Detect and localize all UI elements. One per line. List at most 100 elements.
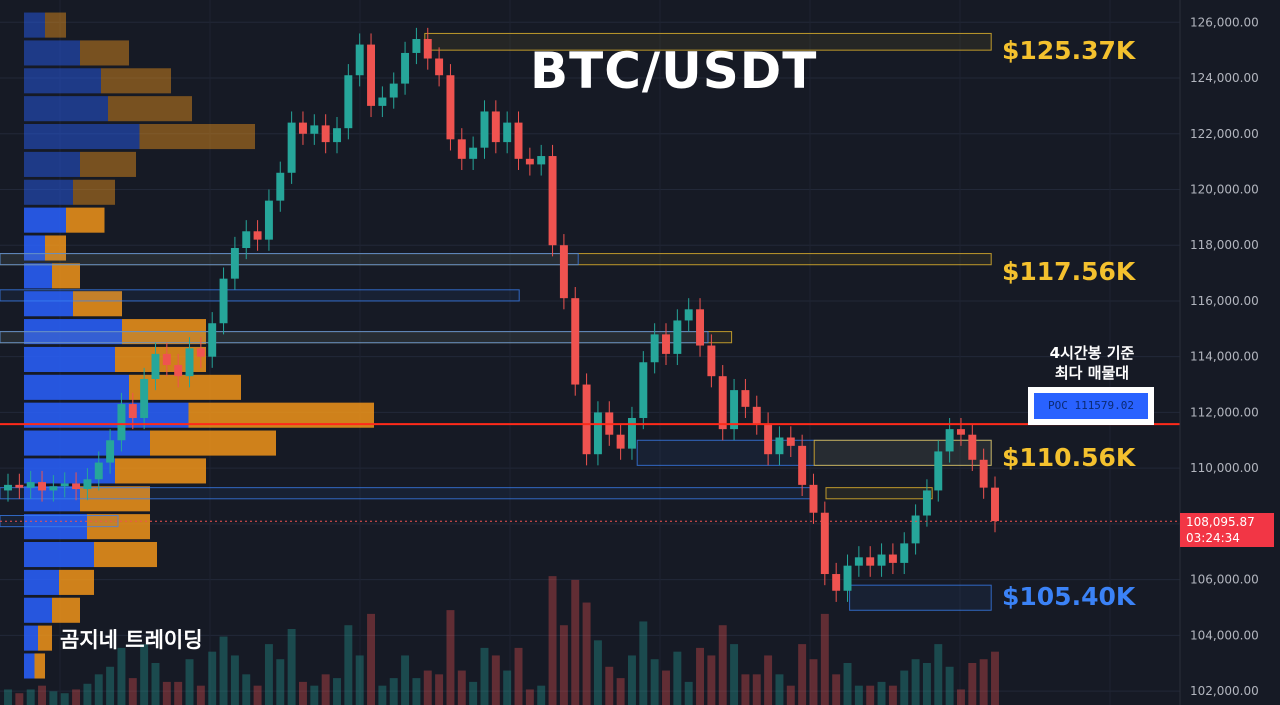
volume-bar xyxy=(820,613,829,705)
candle-body xyxy=(571,298,580,385)
candle-body xyxy=(72,483,81,490)
candle-body xyxy=(877,554,886,566)
profile-bar-sell xyxy=(108,96,192,122)
poc-note-line1: 4시간봉 기준 xyxy=(1049,344,1135,362)
volume-bar xyxy=(162,681,171,705)
volume-bar xyxy=(764,655,773,705)
y-tick-label: 110,000.00 xyxy=(1190,461,1259,475)
level-zones xyxy=(0,32,992,611)
volume-bar xyxy=(469,681,478,705)
volume-bar xyxy=(650,659,659,705)
level-zone xyxy=(0,487,815,500)
profile-bar-sell xyxy=(34,653,45,679)
profile-bar-buy xyxy=(24,179,73,205)
candle-body xyxy=(367,44,376,106)
volume-bar xyxy=(684,681,693,705)
volume-bar xyxy=(140,644,149,705)
volume-bar xyxy=(389,678,398,705)
volume-bar xyxy=(264,644,273,705)
poc-note-line2: 최다 매물대 xyxy=(1054,364,1130,382)
candle-body xyxy=(106,440,115,463)
y-tick-label: 122,000.00 xyxy=(1190,127,1259,141)
candle-body xyxy=(208,323,217,357)
reference-lines xyxy=(0,423,1180,522)
candle-body xyxy=(503,122,512,143)
candle-body xyxy=(264,200,273,240)
volume-bar xyxy=(571,579,580,705)
volume-bar xyxy=(627,655,636,705)
candle-body xyxy=(423,39,432,59)
candle-body xyxy=(480,111,489,148)
y-tick-label: 114,000.00 xyxy=(1190,350,1259,364)
volume-bar xyxy=(639,621,648,705)
volume-bar xyxy=(49,691,58,705)
candle-body xyxy=(83,479,92,490)
poc-callout: POC 111579.02 xyxy=(1028,387,1154,425)
candle-body xyxy=(752,406,761,424)
profile-bar-buy xyxy=(24,597,52,623)
volume-bar xyxy=(922,663,931,705)
profile-bar-buy xyxy=(24,569,59,595)
candle-body xyxy=(616,434,625,449)
candle-body xyxy=(151,353,160,379)
volume-bar xyxy=(276,659,285,705)
candle-body xyxy=(242,231,251,249)
profile-bar-buy xyxy=(24,346,115,373)
volume-bar xyxy=(321,674,330,705)
y-tick-label: 112,000.00 xyxy=(1190,405,1259,419)
candle-body xyxy=(94,462,103,480)
level-label-105k: $105.40K xyxy=(1002,582,1136,611)
candle-body xyxy=(60,483,69,487)
volume-bar xyxy=(128,678,137,705)
candle-body xyxy=(219,278,228,324)
profile-bar-buy xyxy=(24,653,35,679)
volume-bar xyxy=(106,666,115,705)
profile-bar-sell xyxy=(52,597,80,623)
volume-bar xyxy=(991,651,999,705)
y-tick-label: 124,000.00 xyxy=(1190,71,1259,85)
volume-bar xyxy=(401,655,410,705)
level-label-125k: $125.37K xyxy=(1002,36,1136,65)
candle-body xyxy=(945,429,954,452)
chart-title: BTC/USDT xyxy=(530,42,818,100)
candle-countdown: 03:24:34 xyxy=(1186,531,1240,545)
candle-body xyxy=(639,362,648,418)
candle-body xyxy=(140,378,149,418)
candle-body xyxy=(378,97,387,106)
volume-bar xyxy=(208,651,217,705)
volume-bar xyxy=(174,681,183,705)
volume-bar xyxy=(480,647,489,705)
volume-bar xyxy=(298,681,307,705)
volume-bar xyxy=(230,655,239,705)
candle-body xyxy=(991,487,999,522)
volume-bar xyxy=(412,678,421,705)
candle-body xyxy=(525,158,534,165)
volume-bar xyxy=(4,689,12,705)
candle-body xyxy=(162,353,171,366)
volume-bar xyxy=(775,674,784,705)
candle-body xyxy=(662,334,670,354)
volume-bar xyxy=(83,683,92,705)
volume-bar xyxy=(196,685,205,705)
candle-body xyxy=(775,437,784,455)
candle-body xyxy=(38,482,47,491)
candle-body xyxy=(922,490,931,516)
volume-bar xyxy=(503,670,512,705)
volume-bar xyxy=(72,689,81,705)
profile-bar-sell xyxy=(80,40,129,66)
volume-bar xyxy=(15,693,24,705)
candle-body xyxy=(730,390,739,430)
volume-bar xyxy=(956,689,965,705)
candle-body xyxy=(934,451,943,491)
candle-body xyxy=(956,429,965,435)
candle-body xyxy=(820,512,829,575)
volume-bar xyxy=(94,674,103,705)
volume-bar xyxy=(707,655,716,705)
candle-body xyxy=(287,122,296,173)
profile-bar-buy xyxy=(24,625,38,651)
candle-body xyxy=(355,44,364,76)
profile-bar-sell xyxy=(59,569,94,595)
price-axis[interactable]: 126,000.00 124,000.00 122,000.00 120,000.00… xyxy=(1179,0,1259,705)
volume-bar xyxy=(968,663,977,705)
